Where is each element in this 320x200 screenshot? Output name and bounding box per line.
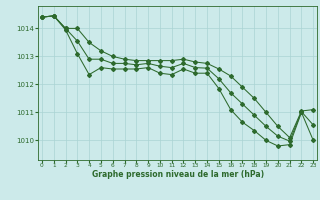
X-axis label: Graphe pression niveau de la mer (hPa): Graphe pression niveau de la mer (hPa) bbox=[92, 170, 264, 179]
